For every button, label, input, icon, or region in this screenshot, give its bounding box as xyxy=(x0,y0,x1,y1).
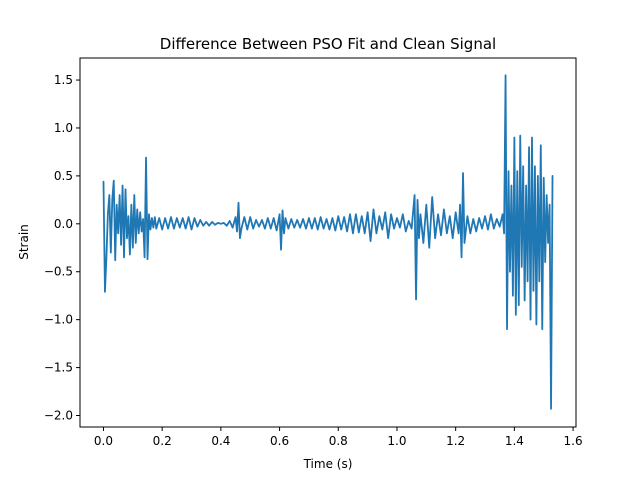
y-tick-label: −0.5 xyxy=(44,265,73,279)
x-axis-label: Time (s) xyxy=(303,457,353,471)
x-tick-label: 0.4 xyxy=(211,434,230,448)
y-tick-label: 0.0 xyxy=(54,217,73,231)
y-tick-label: 1.5 xyxy=(54,73,73,87)
x-tick-label: 0.0 xyxy=(94,434,113,448)
x-tick-label: 0.6 xyxy=(270,434,289,448)
x-tick-label: 1.2 xyxy=(446,434,465,448)
y-tick-label: 1.0 xyxy=(54,121,73,135)
y-axis-label: Strain xyxy=(17,224,31,260)
y-tick-label: −2.0 xyxy=(44,408,73,422)
x-tick-label: 1.4 xyxy=(505,434,524,448)
series-line-0 xyxy=(102,74,554,410)
axes-frame xyxy=(79,57,577,428)
series-layer xyxy=(102,74,554,410)
x-tick-label: 0.8 xyxy=(329,434,348,448)
y-tick-label: 0.5 xyxy=(54,169,73,183)
x-tick-label: 1.6 xyxy=(564,434,583,448)
plot-area xyxy=(79,57,577,428)
x-tick-label: 1.0 xyxy=(387,434,406,448)
y-tick-label: −1.5 xyxy=(44,361,73,375)
y-axis: −2.0 −1.5 −1.0 −0.5 0.0 0.5 1.0 1.5 xyxy=(44,73,80,422)
x-axis: 0.0 0.2 0.4 0.6 0.8 1.0 1.2 1.4 1.6 xyxy=(94,427,583,448)
chart-title: Difference Between PSO Fit and Clean Sig… xyxy=(160,35,496,53)
x-tick-label: 0.2 xyxy=(153,434,172,448)
y-tick-label: −1.0 xyxy=(44,313,73,327)
